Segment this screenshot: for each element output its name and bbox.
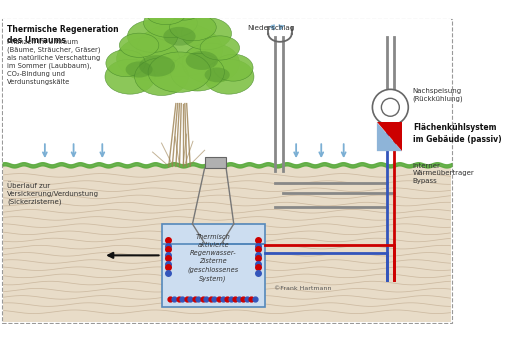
Ellipse shape	[125, 62, 152, 78]
Ellipse shape	[148, 52, 211, 92]
Ellipse shape	[204, 59, 254, 94]
Ellipse shape	[182, 43, 239, 83]
Ellipse shape	[105, 59, 155, 94]
Polygon shape	[376, 122, 401, 151]
Bar	[204, 157, 226, 168]
Ellipse shape	[169, 14, 216, 41]
Polygon shape	[376, 122, 401, 151]
Text: Thermische Regeneration
des Umraums: Thermische Regeneration des Umraums	[7, 25, 119, 45]
Ellipse shape	[163, 27, 195, 46]
Ellipse shape	[166, 0, 201, 20]
Bar	[3, 167, 450, 322]
Ellipse shape	[199, 36, 239, 60]
Text: Niederschlag: Niederschlag	[246, 25, 293, 31]
Ellipse shape	[146, 3, 185, 25]
Bar	[161, 224, 264, 306]
Circle shape	[381, 98, 398, 116]
Ellipse shape	[106, 50, 145, 77]
Ellipse shape	[119, 33, 159, 57]
Text: Flächenkühlsystem
im Gebäude (passiv): Flächenkühlsystem im Gebäude (passiv)	[412, 123, 500, 144]
Text: Überlauf zur
Versickerung/Verdunstung
(Sickerzisterne): Überlauf zur Versickerung/Verdunstung (S…	[7, 183, 99, 205]
Text: Nachspeisung
(Rückkühlung): Nachspeisung (Rückkühlung)	[412, 88, 463, 102]
Text: Pflanzen im Umraum
(Bäume, Sträucher, Gräser)
als natürliche Verschattung
im Som: Pflanzen im Umraum (Bäume, Sträucher, Gr…	[7, 39, 100, 85]
Ellipse shape	[204, 67, 229, 82]
Ellipse shape	[127, 20, 177, 52]
Ellipse shape	[117, 37, 179, 80]
Ellipse shape	[143, 8, 197, 38]
Ellipse shape	[213, 54, 252, 81]
Ellipse shape	[170, 53, 224, 91]
Ellipse shape	[136, 23, 222, 77]
Circle shape	[372, 89, 408, 125]
Text: Thermisch
aktivierte
Regenwasser-
Zisterne
(geschlossenes
System): Thermisch aktivierte Regenwasser- Zister…	[187, 235, 238, 281]
Text: ©Frank Hartmann: ©Frank Hartmann	[273, 286, 330, 291]
Bar	[3, 19, 450, 164]
Text: Interner
Wärmeübertrager
Bypass: Interner Wärmeübertrager Bypass	[412, 163, 474, 184]
Ellipse shape	[181, 17, 231, 50]
Ellipse shape	[134, 58, 188, 95]
Ellipse shape	[139, 55, 175, 77]
Ellipse shape	[185, 51, 218, 70]
